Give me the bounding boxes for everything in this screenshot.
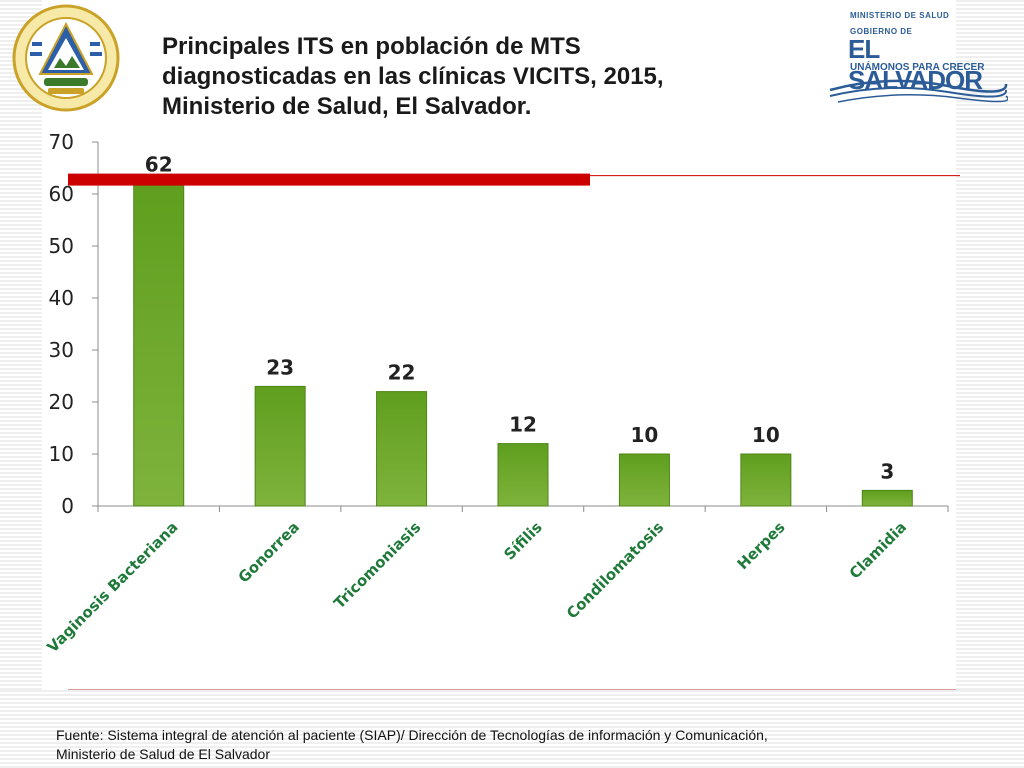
- bar: [133, 183, 185, 507]
- bar: [376, 391, 428, 507]
- category-label: Sífilis: [500, 518, 545, 563]
- bar: [618, 453, 670, 507]
- bar: [740, 453, 792, 507]
- source-note: Fuente: Sistema integral de atención al …: [56, 726, 956, 764]
- logo-country-text: EL SALVADOR: [848, 34, 983, 95]
- chart-title-line-2: diagnosticadas en las clínicas VICITS, 2…: [162, 63, 664, 90]
- source-line-2: Ministerio de Salud de El Salvador: [56, 746, 271, 762]
- category-label: Vaginosis Bacteriana: [43, 518, 181, 656]
- y-tick-label: 10: [49, 442, 74, 466]
- data-label: 62: [145, 153, 173, 177]
- y-tick-label: 20: [49, 390, 74, 414]
- national-seal-icon: [12, 4, 120, 112]
- category-label: Condilomatosis: [563, 518, 667, 622]
- bar: [861, 489, 913, 507]
- logo-waves-icon: [829, 79, 1008, 103]
- background-stripes-left: [0, 0, 42, 768]
- y-tick-label: 40: [49, 286, 74, 310]
- chart-title-line-1: Principales ITS en población de MTS: [162, 33, 581, 60]
- logo-gobierno-text: GOBIERNO DE: [850, 27, 913, 36]
- reference-highlight-bar: [68, 173, 590, 186]
- logo-ministry-text: MINISTERIO DE SALUD: [850, 11, 950, 20]
- bar: [254, 385, 306, 507]
- background-stripes-bottom: [0, 690, 1024, 768]
- y-tick-label: 30: [49, 338, 74, 362]
- y-tick-label: 60: [49, 182, 74, 206]
- bar: [497, 443, 549, 507]
- bar-chart: 0 10 20 30 40 50 60 70 62 Vaginosis Bacteriana 23 G…: [43, 130, 960, 656]
- data-label: 12: [509, 413, 537, 437]
- logo-slogan-text: UNÁMONOS PARA CRECER: [850, 62, 985, 73]
- footer-divider: [68, 689, 956, 690]
- slide-canvas: [42, 0, 956, 690]
- data-label: 3: [880, 459, 894, 483]
- y-tick-label: 0: [61, 494, 74, 518]
- category-label: Herpes: [734, 518, 789, 573]
- data-label: 10: [631, 423, 659, 447]
- source-line-1: Fuente: Sistema integral de atención al …: [56, 727, 768, 743]
- y-tick-label: 70: [49, 130, 74, 154]
- chart-title-line-3: Ministerio de Salud, El Salvador.: [162, 93, 532, 120]
- data-label: 10: [752, 423, 780, 447]
- data-label: 22: [388, 361, 416, 385]
- chart-title: Principales ITS en población de MTS diag…: [162, 32, 802, 122]
- category-label: Gonorrea: [235, 518, 303, 586]
- data-label: 23: [266, 355, 294, 379]
- category-label: Tricomoniasis: [330, 518, 424, 612]
- background-stripes-right: [956, 0, 1024, 768]
- y-tick-label: 50: [49, 234, 74, 258]
- ministry-logo: MINISTERIO DE SALUD GOBIERNO DE EL SALVA…: [828, 8, 1008, 103]
- category-label: Clamidia: [846, 518, 910, 582]
